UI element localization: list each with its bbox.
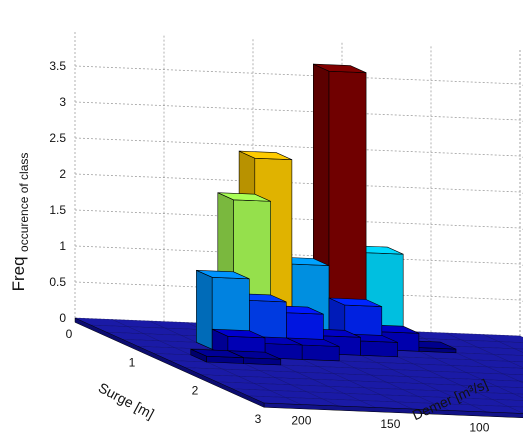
z-tick-label: 2 [59,167,66,181]
floor-cell [518,380,523,384]
surge-tick-label: 2 [192,384,199,398]
bar-top [217,192,271,202]
z-tick-label: 3.5 [49,59,66,73]
bar [190,348,244,364]
bar-top [212,328,266,339]
z-axis-label: Freq occurence of class [9,153,31,292]
back-wall-left [75,30,520,336]
demer-tick-label: 200 [291,413,311,427]
bar-side-left [196,269,213,350]
z-tick-label: 0.5 [49,275,66,289]
demer-tick-label: 100 [469,421,489,435]
z-tick-label: 1.5 [49,203,66,217]
floor-edge-left [74,317,265,408]
surge-tick-label: 1 [129,355,136,369]
z-axis-label-main: Freq [9,256,28,291]
y-axis-label: Surge [m] [96,379,157,422]
back-wall-right [520,48,523,338]
bars-layer [74,63,523,419]
bar-side-front [360,340,398,358]
z-tick-label: 0 [59,311,66,325]
bar-top [196,270,250,280]
surge-tick-label: 3 [255,412,262,426]
ticks-layer: 00.511.522.533.50123200150100500 [49,59,489,435]
bar-top [238,150,293,160]
z-tick-label: 2.5 [49,131,66,145]
bar-top [313,63,367,73]
bar-top [190,348,244,358]
demer-tick-label: 150 [380,417,400,431]
bar-top [328,297,382,307]
bar-side-front [301,344,340,362]
z-tick-label: 1 [59,239,66,253]
z-tick-label: 3 [59,95,66,109]
z-axis-label-subscript: occurence of class [17,153,31,252]
surge-tick-label: 0 [66,327,73,341]
